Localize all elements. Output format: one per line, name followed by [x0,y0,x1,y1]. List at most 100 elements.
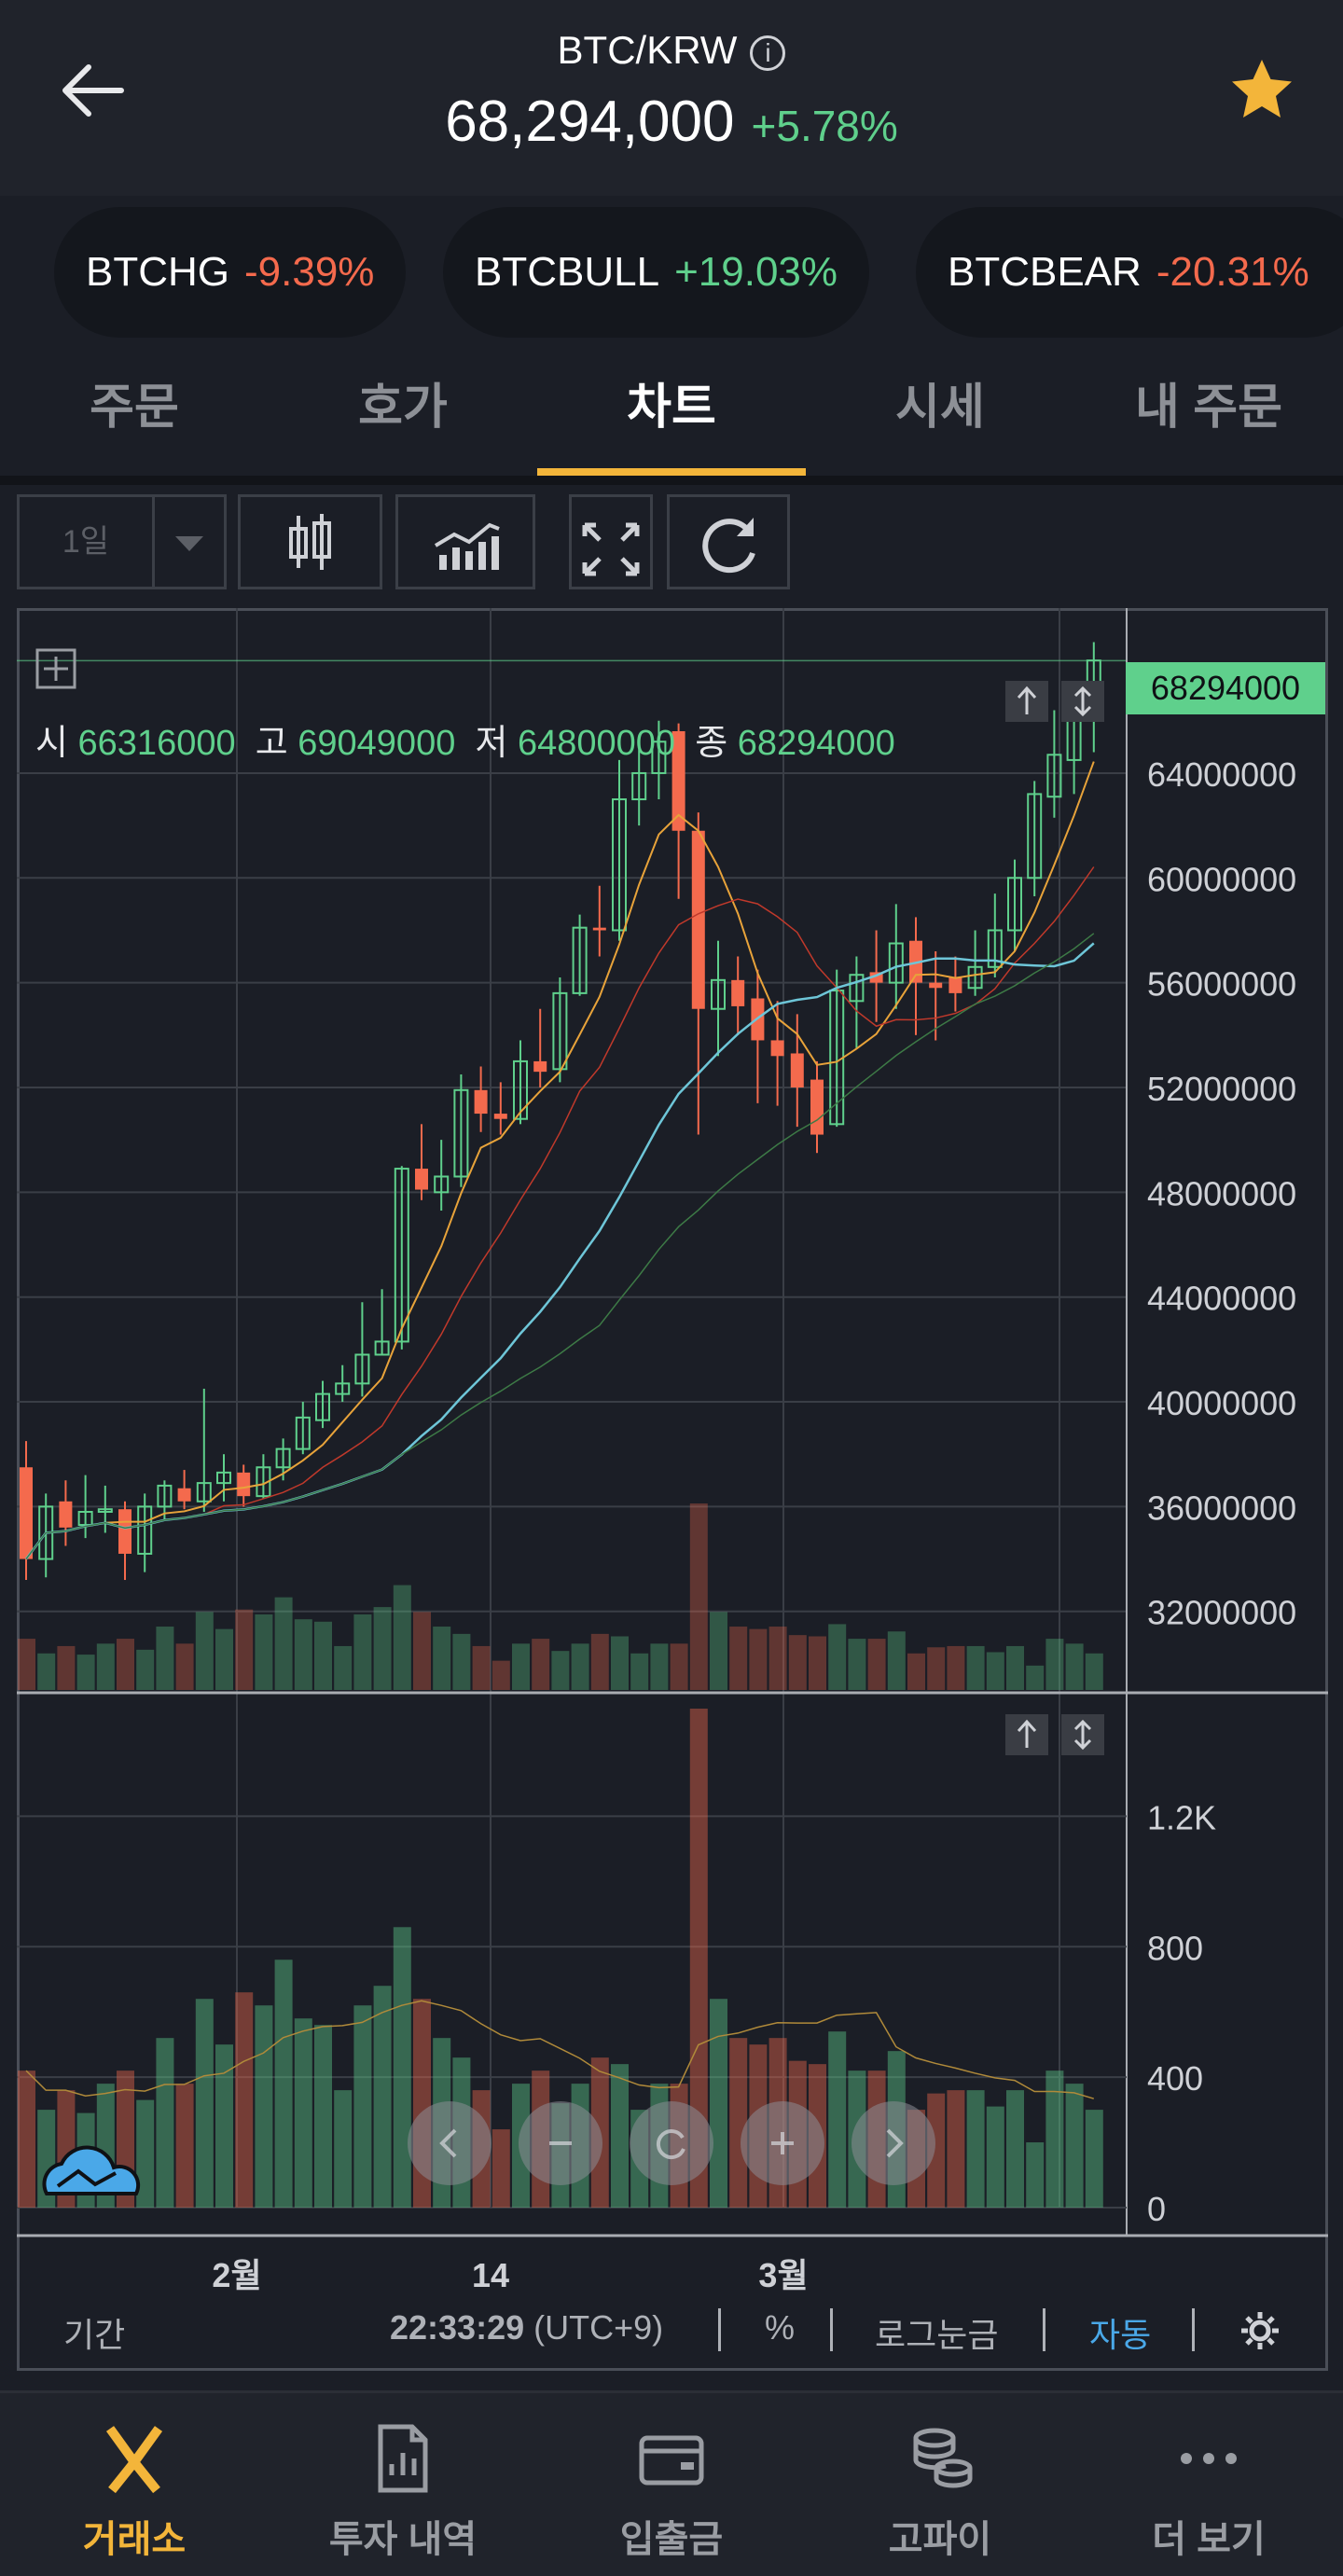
candle-body [335,1382,351,1395]
related-chip-btcbear[interactable]: BTCBEAR -20.31% [916,207,1343,338]
volume-tick-label: 400 [1147,2059,1203,2098]
indicator-chart-icon [434,522,500,570]
clock: 22:33:29 (UTC+9) [390,2308,663,2347]
nav-more[interactable]: 더 보기 [1074,2393,1343,2576]
chevron-down-icon [175,536,203,551]
price-chart[interactable]: 64000000 60000000 56000000 52000000 48000000… [17,608,1328,2371]
volume-overlay-bar [96,1643,115,1690]
volume-bar [373,1986,392,2208]
nav-deposit-withdraw[interactable]: 입출금 [537,2393,806,2576]
chart-type-button[interactable] [238,494,382,589]
percent-toggle[interactable]: % [765,2308,796,2347]
candle-body [1027,793,1043,879]
nav-label: 거래소 [82,2519,187,2560]
volume-tick-label: 0 [1147,2190,1166,2228]
candle-body [97,1508,113,1514]
volume-bar [927,2093,946,2208]
plus-icon [771,2132,794,2154]
tab-chart[interactable]: 차트 [537,359,806,476]
volume-bar [235,1992,254,2208]
divider [718,2308,721,2351]
volume-tick-label: 800 [1147,1929,1203,1967]
chip-name: BTCBULL [475,249,660,295]
log-scale-toggle[interactable]: 로그눈금 [875,2316,999,2354]
related-chip-btcbull[interactable]: BTCBULL +19.03% [443,207,870,338]
candle-body [929,982,943,989]
candle-body [237,1472,251,1497]
bottom-nav: 거래소 투자 내역 입출금 고파이 더 [0,2390,1343,2576]
volume-bar [1085,2110,1103,2208]
volume-bar [274,1960,293,2208]
fullscreen-button[interactable] [569,494,653,589]
volume-overlay-bar [1045,1639,1064,1690]
chevron-right-icon [886,2128,904,2158]
volume-overlay-bar [117,1639,134,1690]
candle-body [572,926,588,994]
tab-bar: 주문 호가 차트 시세 내 주문 [0,359,1343,476]
time-tick-label: 2월 [212,2256,261,2294]
current-price: 68,294,000 [445,90,735,154]
chart-nav-button[interactable] [851,2101,935,2185]
info-icon[interactable]: i [750,35,786,71]
volume-overlay-bar [788,1635,807,1690]
auto-scale-toggle[interactable]: 자동 [1089,2316,1152,2354]
candle-body [967,965,983,990]
candle-body [1007,877,1022,932]
interval-select[interactable]: 1일 [17,494,155,589]
clock-time: 22:33:29 [390,2308,525,2347]
refresh-button[interactable] [667,494,790,589]
divider [1192,2308,1195,2351]
volume-tick-label: 1.2K [1147,1798,1216,1836]
plus-icon [44,657,68,681]
settings-gear-icon[interactable] [1239,2309,1281,2352]
volume-overlay-bar [373,1607,392,1690]
volume-overlay-bar [353,1613,372,1690]
volume-overlay-bar [848,1639,866,1690]
candle-body [256,1466,271,1498]
chart-nav-button[interactable] [408,2101,492,2185]
low-value: 64800000 [518,724,676,763]
volume-bar [611,2064,629,2208]
pair-title: BTC/KRW i [0,28,1343,73]
nav-exchange[interactable]: 거래소 [0,2393,269,2576]
tab-market[interactable]: 시세 [895,381,985,435]
arrow-icon [1017,686,1037,714]
volume-bar [492,2129,510,2208]
volume-bar [729,2038,748,2208]
volume-overlay-bar [710,1612,727,1690]
volume-overlay-bar [650,1643,669,1690]
tab-order[interactable]: 주문 [90,381,179,435]
ma-line-orange [25,761,1095,1560]
volume-overlay-bar [37,1653,56,1690]
nav-label: 투자 내역 [328,2519,478,2560]
tab-orderbook[interactable]: 호가 [358,381,448,435]
nav-investment-history[interactable]: 투자 내역 [269,2393,537,2576]
candle-body [711,978,726,1010]
volume-overlay-bar [729,1627,748,1690]
arrow-icon [1017,1719,1037,1748]
volume-bar [314,2025,332,2208]
volume-bar [947,2090,965,2208]
report-icon [378,2424,428,2493]
tab-my-orders[interactable]: 내 주문 [1135,381,1282,435]
back-arrow-icon[interactable] [56,58,131,123]
chart-nav-button[interactable] [630,2101,713,2185]
volume-overlay-bar [571,1643,589,1690]
period-label[interactable]: 기간 [63,2316,126,2354]
related-chip-btchg[interactable]: BTCHG -9.39% [54,207,407,338]
chip-change: -20.31% [1156,249,1309,295]
volume-bar [986,2106,1004,2208]
volume-overlay-bar [927,1647,946,1690]
volume-overlay-bar [966,1645,985,1690]
candle-body [513,1059,528,1120]
open-value: 66316000 [77,724,236,763]
candle-body [177,1488,191,1502]
volume-ma-line [25,2000,1095,2099]
interval-dropdown-button[interactable] [152,494,227,589]
volume-overlay-bar [57,1645,76,1690]
favorite-star-icon[interactable] [1226,54,1297,125]
price-tick-label: 52000000 [1147,1070,1296,1108]
nav-gopax[interactable]: 고파이 [806,2393,1074,2576]
indicators-button[interactable] [395,494,535,589]
cloud-logo-icon [42,2145,141,2195]
